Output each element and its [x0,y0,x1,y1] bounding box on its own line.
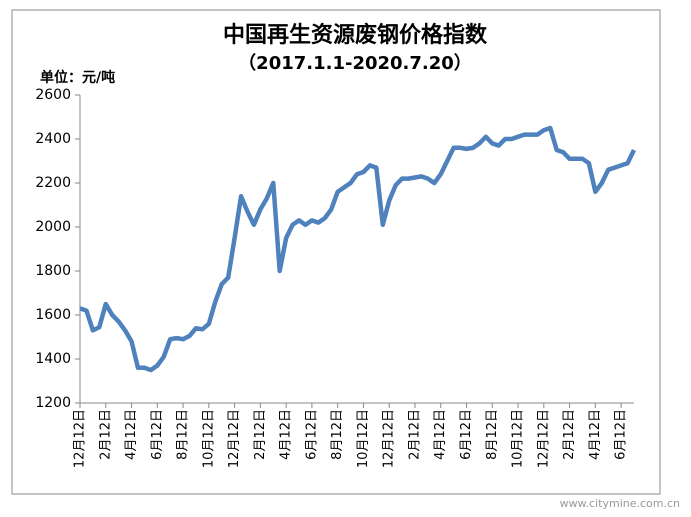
x-tick-label: 6月12日 [459,409,474,460]
x-tick-label: 10月12日 [356,409,371,468]
chart-subtitle: （2017.1.1-2020.7.20） [238,53,472,74]
x-tick-label: 8月12日 [330,409,345,460]
chart-title: 中国再生资源废钢价格指数 [223,22,488,48]
y-tick-label: 1200 [35,395,71,411]
watermark: www.citymine.com.cn [560,497,680,510]
y-tick-label: 2000 [35,219,71,235]
y-tick-label: 2400 [35,131,71,147]
data-line [79,125,637,373]
x-tick-label: 4月12日 [124,409,139,460]
x-tick-label: 12月12日 [227,409,242,468]
y-tick-label: 2600 [35,87,71,103]
x-tick-label: 2月12日 [253,409,268,460]
y-tick-label: 1600 [35,307,71,323]
x-tick-label: 6月12日 [150,409,165,460]
chart-border [11,9,661,495]
x-tick-label: 2月12日 [407,409,422,460]
x-tick-label: 12月12日 [536,409,551,468]
x-tick-label: 6月12日 [304,409,319,460]
x-tick-label: 8月12日 [176,409,191,460]
y-tick-label: 2200 [35,175,71,191]
x-tick-label: 4月12日 [433,409,448,460]
x-tick-label: 2月12日 [98,409,113,460]
x-tick-label: 10月12日 [511,409,526,468]
x-tick-label: 4月12日 [279,409,294,460]
x-tick-label: 2月12日 [562,409,577,460]
x-tick-label: 12月12日 [382,409,397,468]
x-tick-label: 8月12日 [485,409,500,460]
x-tick-label: 12月12日 [73,409,88,468]
x-tick-label: 6月12日 [614,409,629,460]
x-tick-label: 4月12日 [588,409,603,460]
x-tick-label: 10月12日 [201,409,216,468]
y-tick-label: 1800 [35,263,71,279]
y-axis-label: 单位：元/吨 [40,69,115,86]
y-tick-label: 1400 [35,351,71,367]
